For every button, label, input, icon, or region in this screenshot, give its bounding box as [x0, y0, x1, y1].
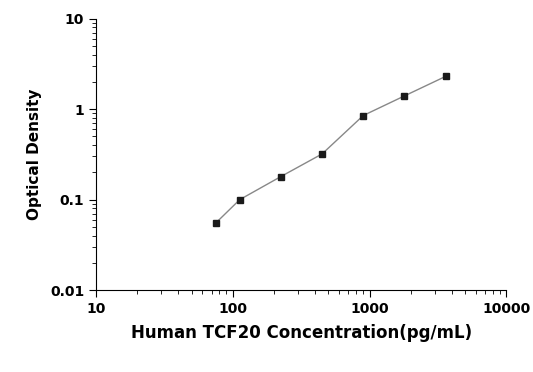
Y-axis label: Optical Density: Optical Density — [27, 89, 42, 220]
X-axis label: Human TCF20 Concentration(pg/mL): Human TCF20 Concentration(pg/mL) — [131, 324, 472, 342]
